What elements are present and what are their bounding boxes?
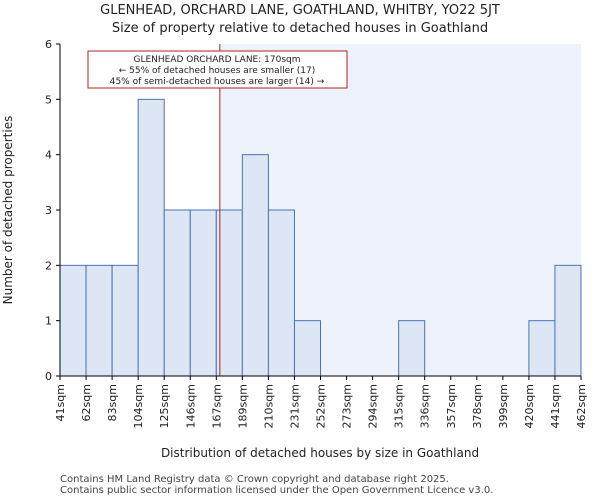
bar-420sqm bbox=[528, 320, 556, 377]
x-tick-label: 315sqm bbox=[393, 384, 406, 428]
x-tick-label: 167sqm bbox=[210, 384, 223, 428]
x-tick-label: 357sqm bbox=[445, 384, 458, 428]
x-tick-label: 294sqm bbox=[367, 384, 380, 428]
x-tick-label: 399sqm bbox=[497, 384, 510, 428]
x-tick-label: 252sqm bbox=[315, 384, 328, 428]
bar-41sqm bbox=[59, 264, 87, 377]
y-axis-ticks: 0 1 2 3 4 5 6 bbox=[45, 38, 60, 383]
annotation-frame bbox=[87, 50, 348, 89]
x-tick-label: 189sqm bbox=[236, 384, 249, 428]
annotation-line-1: GLENHEAD ORCHARD LANE: 170sqm bbox=[134, 55, 301, 65]
bars-group bbox=[59, 98, 582, 377]
y-tick-label: 3 bbox=[45, 204, 52, 217]
x-tick-label: 41sqm bbox=[54, 384, 67, 421]
chart-title: GLENHEAD, ORCHARD LANE, GOATHLAND, WHITB… bbox=[100, 3, 500, 18]
x-tick-label: 378sqm bbox=[471, 384, 484, 428]
x-tick-label: 125sqm bbox=[158, 384, 171, 428]
bar-231sqm bbox=[293, 320, 322, 377]
x-axis-ticks: 41sqm 62sqm 83sqm 104sqm 125sqm 146sqm 167sqm 1… bbox=[54, 376, 588, 428]
x-tick-label: 462sqm bbox=[575, 384, 588, 428]
footer-line-1: Contains HM Land Registry data © Crown c… bbox=[60, 474, 449, 485]
y-tick-label: 6 bbox=[45, 38, 52, 51]
x-axis-label: Distribution of detached houses by size … bbox=[161, 446, 479, 460]
bar-104sqm bbox=[137, 98, 165, 377]
bar-315sqm bbox=[398, 320, 426, 377]
x-tick-label: 441sqm bbox=[549, 384, 562, 428]
bar-210sqm bbox=[267, 209, 295, 377]
y-tick-label: 2 bbox=[45, 259, 52, 272]
x-tick-label: 420sqm bbox=[523, 384, 536, 428]
x-tick-label: 83sqm bbox=[106, 384, 119, 421]
x-tick-label: 273sqm bbox=[341, 384, 354, 428]
annotation-line-2: ← 55% of detached houses are smaller (17… bbox=[119, 66, 316, 76]
x-tick-label: 104sqm bbox=[132, 384, 145, 428]
y-tick-label: 0 bbox=[45, 370, 52, 383]
x-tick-label: 336sqm bbox=[419, 384, 432, 428]
bar-146sqm bbox=[189, 209, 217, 377]
annotation-line-3: 45% of semi-detached houses are larger (… bbox=[110, 77, 325, 87]
bar-125sqm bbox=[163, 209, 191, 377]
annotation-box: GLENHEAD ORCHARD LANE: 170sqm ← 55% of d… bbox=[87, 50, 348, 89]
y-tick-label: 5 bbox=[45, 93, 52, 106]
x-tick-label: 231sqm bbox=[288, 384, 301, 428]
y-tick-label: 4 bbox=[45, 149, 52, 162]
x-tick-label: 146sqm bbox=[184, 384, 197, 428]
y-axis-label: Number of detached properties bbox=[1, 116, 15, 305]
bar-62sqm bbox=[85, 264, 113, 377]
bar-189sqm bbox=[241, 154, 269, 377]
footer-line-2: Contains public sector information licen… bbox=[60, 485, 494, 496]
bar-441sqm bbox=[554, 264, 582, 377]
bar-83sqm bbox=[111, 264, 139, 377]
x-tick-label: 62sqm bbox=[80, 384, 93, 421]
chart-subtitle: Size of property relative to detached ho… bbox=[112, 21, 488, 36]
y-tick-label: 1 bbox=[45, 315, 52, 328]
x-tick-label: 210sqm bbox=[262, 384, 275, 428]
